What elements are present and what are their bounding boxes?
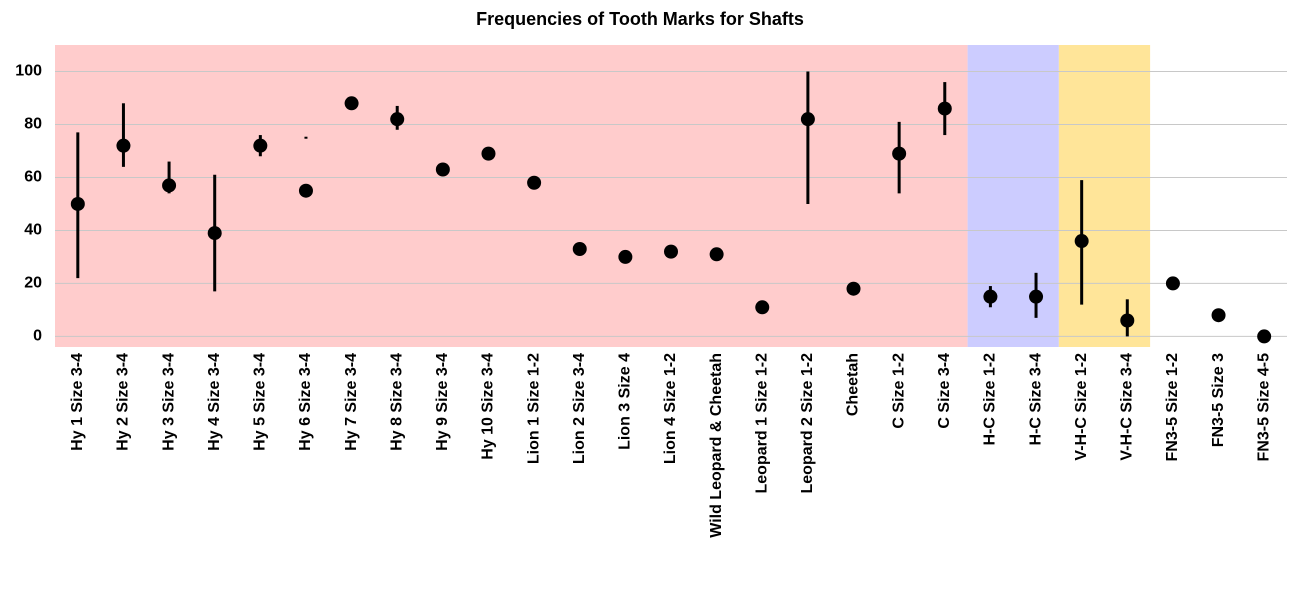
region <box>55 45 968 347</box>
x-tick-label: H-C Size 1-2 <box>982 353 999 446</box>
point <box>1257 329 1272 344</box>
point <box>253 138 268 153</box>
x-tick-label: Wild Leopard & Cheetah <box>708 353 725 538</box>
point <box>1029 289 1044 304</box>
x-tick-label: V-H-C Size 3-4 <box>1119 353 1136 461</box>
point <box>390 112 405 127</box>
point <box>481 146 496 161</box>
x-tick-label: Cheetah <box>845 353 862 416</box>
point <box>937 101 952 116</box>
point <box>207 226 222 241</box>
x-tick-label: Hy 7 Size 3-4 <box>343 353 360 451</box>
x-tick-label: Lion 1 Size 1-2 <box>525 353 542 464</box>
point <box>70 196 85 211</box>
x-tick-label: C Size 1-2 <box>890 353 907 429</box>
point <box>116 138 131 153</box>
y-tick-label: 60 <box>24 169 42 186</box>
x-tick-label: Hy 2 Size 3-4 <box>115 353 132 451</box>
point <box>344 96 359 111</box>
y-tick-label: 0 <box>33 328 42 345</box>
x-tick-label: Leopard 1 Size 1-2 <box>753 353 770 494</box>
point <box>1165 276 1180 291</box>
point <box>709 247 724 262</box>
point <box>162 178 177 193</box>
point <box>298 183 313 198</box>
x-tick-label: Lion 2 Size 3-4 <box>571 353 588 464</box>
x-tick-label: FN3-5 Size 3 <box>1210 353 1227 447</box>
chart-title: Frequencies of Tooth Marks for Shafts <box>476 9 804 29</box>
y-tick-label: 100 <box>15 63 42 80</box>
x-tick-label: H-C Size 3-4 <box>1027 353 1044 446</box>
point <box>527 175 542 190</box>
x-tick-label: Hy 6 Size 3-4 <box>297 353 314 451</box>
region <box>1058 45 1151 347</box>
x-tick-label: Lion 4 Size 1-2 <box>662 353 679 464</box>
point <box>572 241 587 256</box>
point <box>1074 234 1089 249</box>
x-tick-label: Leopard 2 Size 1-2 <box>799 353 816 494</box>
x-tick-label: Hy 5 Size 3-4 <box>252 353 269 451</box>
x-tick-label: Lion 3 Size 4 <box>617 353 634 450</box>
point <box>618 249 633 264</box>
region <box>967 45 1059 347</box>
x-tick-label: FN3-5 Size 1-2 <box>1164 353 1181 462</box>
y-tick-label: 20 <box>24 275 42 292</box>
x-tick-label: Hy 4 Size 3-4 <box>206 353 223 451</box>
point <box>983 289 998 304</box>
x-tick-label: Hy 10 Size 3-4 <box>480 353 497 460</box>
x-tick-label: Hy 3 Size 3-4 <box>160 353 177 451</box>
point <box>435 162 450 177</box>
x-tick-label: Hy 8 Size 3-4 <box>388 353 405 451</box>
x-tick-label: Hy 1 Size 3-4 <box>69 353 86 451</box>
point <box>800 112 815 127</box>
point <box>846 281 861 296</box>
x-tick-label: V-H-C Size 1-2 <box>1073 353 1090 461</box>
x-tick-label: Hy 9 Size 3-4 <box>434 353 451 451</box>
point <box>892 146 907 161</box>
x-tick-label: FN3-5 Size 4-5 <box>1255 353 1272 462</box>
y-tick-label: 80 <box>24 116 42 133</box>
point <box>755 300 770 315</box>
y-tick-label: 40 <box>24 222 42 239</box>
point <box>1120 313 1135 328</box>
point <box>1211 308 1226 323</box>
point <box>664 244 678 259</box>
x-tick-label: C Size 3-4 <box>936 353 953 429</box>
